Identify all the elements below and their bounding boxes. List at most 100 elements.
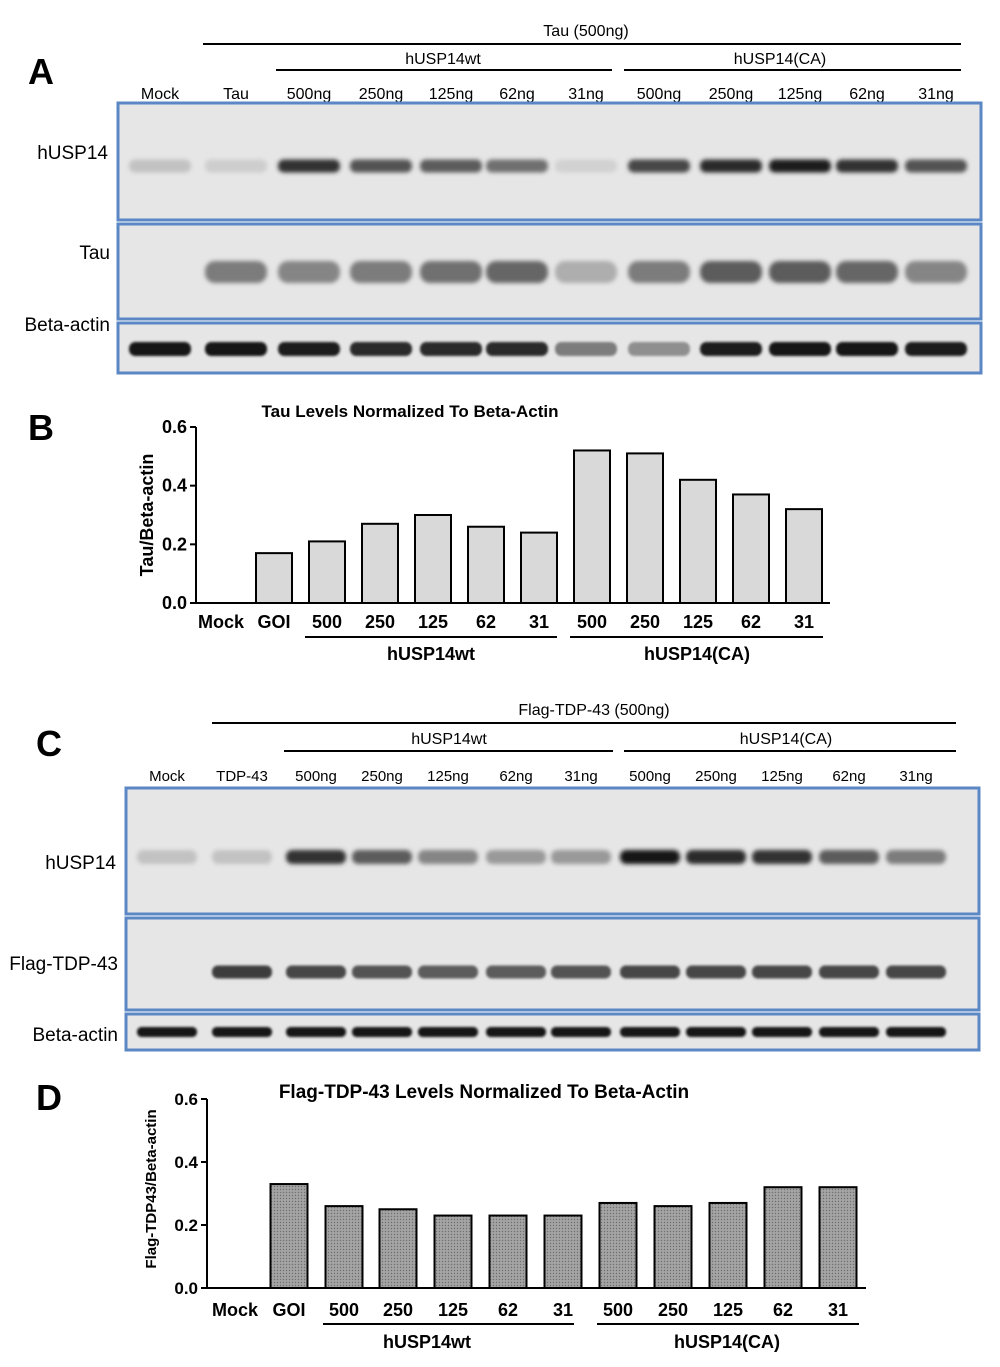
- band: [137, 850, 197, 864]
- blot-a-row-label-actin: Beta-actin: [24, 315, 110, 336]
- lane-label: 62ng: [499, 86, 535, 103]
- bar-6: [520, 531, 558, 604]
- x-tick-label: 125: [438, 1300, 468, 1320]
- band: [836, 342, 898, 356]
- lane-label: 250ng: [359, 86, 404, 103]
- panel-letter-d: D: [36, 1077, 62, 1118]
- lane-label: 250ng: [709, 86, 754, 103]
- lane-label: 125ng: [778, 86, 823, 103]
- bar-6: [543, 1214, 583, 1290]
- bar-8: [626, 452, 664, 604]
- x-tick-label: Mock: [212, 1300, 259, 1320]
- blot-c-group-wt-label: hUSP14wt: [411, 731, 487, 748]
- band: [905, 159, 967, 173]
- x-tick-label: 125: [713, 1300, 743, 1320]
- bar-5: [488, 1214, 528, 1290]
- blot-a-top-label: Tau (500ng): [543, 23, 628, 40]
- bar-2: [308, 540, 346, 605]
- bar-11: [785, 508, 823, 604]
- band: [628, 261, 690, 283]
- band: [555, 159, 617, 173]
- bar-9: [679, 478, 717, 604]
- blot-a-bands: [129, 159, 967, 356]
- band: [486, 1027, 546, 1037]
- panel-c: C Flag-TDP-43 (500ng) hUSP14wt hUSP14(CA…: [9, 702, 981, 1052]
- bar-4: [414, 514, 452, 604]
- bar-7: [598, 1201, 638, 1289]
- lane-label: 62ng: [849, 86, 885, 103]
- band: [205, 342, 267, 356]
- lane-label: 125ng: [427, 768, 469, 785]
- x-tick-label: 500: [312, 612, 342, 632]
- y-tick-label: 0.0: [162, 593, 187, 613]
- panel-letter-c: C: [36, 723, 62, 764]
- band: [129, 342, 191, 356]
- x-tick-label: 62: [773, 1300, 793, 1320]
- blot-c-top-label: Flag-TDP-43 (500ng): [518, 702, 669, 719]
- chart-b-title: Tau Levels Normalized To Beta-Actin: [262, 402, 559, 421]
- chart-b-plot: 0.0 0.2 0.4 0.6 Mock GOI 500 250 125 62 31 500 250 12…: [162, 417, 830, 632]
- x-tick-label: 250: [365, 612, 395, 632]
- panel-letter-a: A: [28, 51, 54, 92]
- panel-d: D Flag-TDP-43 Levels Normalized To Beta-…: [36, 1077, 866, 1352]
- lane-label: 125ng: [761, 768, 803, 785]
- band: [628, 159, 690, 173]
- band: [819, 850, 879, 864]
- band: [486, 159, 548, 173]
- blot-a-group-ca-label: hUSP14(CA): [734, 51, 826, 68]
- band: [486, 342, 548, 356]
- band: [686, 965, 746, 979]
- lane-label: 500ng: [637, 86, 682, 103]
- band: [819, 965, 879, 979]
- chart-d-group-ca-label: hUSP14(CA): [674, 1332, 780, 1352]
- band: [420, 159, 482, 173]
- lane-label: 62ng: [499, 768, 532, 785]
- band: [769, 261, 831, 283]
- band: [752, 965, 812, 979]
- panel-b: B Tau Levels Normalized To Beta-Actin Ta…: [28, 402, 830, 664]
- panel-a: A Tau (500ng) hUSP14wt hUSP14(CA) Mock Ta…: [24, 23, 983, 375]
- chart-b-ylabel: Tau/Beta-actin: [137, 454, 157, 577]
- bar-10: [763, 1186, 803, 1289]
- blot-c-group-ca-label: hUSP14(CA): [740, 731, 832, 748]
- y-tick-label: 0.4: [162, 476, 187, 496]
- chart-b-group-ca-label: hUSP14(CA): [644, 644, 750, 664]
- band: [212, 965, 272, 979]
- band: [686, 850, 746, 864]
- bar-7: [573, 449, 611, 605]
- band: [836, 159, 898, 173]
- band: [886, 850, 946, 864]
- x-tick-label: 31: [794, 612, 814, 632]
- blot-c-row-label-tdp43: Flag-TDP-43: [9, 954, 118, 975]
- bar-2: [324, 1205, 364, 1289]
- band: [620, 1027, 680, 1037]
- y-tick-label: 0.0: [174, 1279, 198, 1298]
- blot-a-row-label-tau: Tau: [79, 243, 110, 264]
- lane-label: 500ng: [295, 768, 337, 785]
- lane-label: Tau: [223, 86, 249, 103]
- blot-c-row-label-hUSP14: hUSP14: [45, 853, 116, 874]
- band: [819, 1027, 879, 1037]
- x-tick-label: 125: [418, 612, 448, 632]
- band: [836, 261, 898, 283]
- x-tick-label: 500: [603, 1300, 633, 1320]
- band: [769, 159, 831, 173]
- band: [486, 850, 546, 864]
- band: [700, 261, 762, 283]
- band: [418, 850, 478, 864]
- band: [418, 965, 478, 979]
- band: [686, 1027, 746, 1037]
- lane-label: 31ng: [899, 768, 932, 785]
- chart-d-title: Flag-TDP-43 Levels Normalized To Beta-Ac…: [279, 1082, 689, 1103]
- band: [350, 159, 412, 173]
- band: [555, 261, 617, 283]
- lane-label: Mock: [141, 86, 180, 103]
- x-tick-label: 31: [828, 1300, 848, 1320]
- band: [350, 342, 412, 356]
- band: [352, 850, 412, 864]
- x-tick-label: 500: [577, 612, 607, 632]
- lane-label: TDP-43: [216, 768, 268, 785]
- band: [628, 342, 690, 356]
- chart-b-group-wt-label: hUSP14wt: [387, 644, 475, 664]
- bar-3: [378, 1208, 418, 1289]
